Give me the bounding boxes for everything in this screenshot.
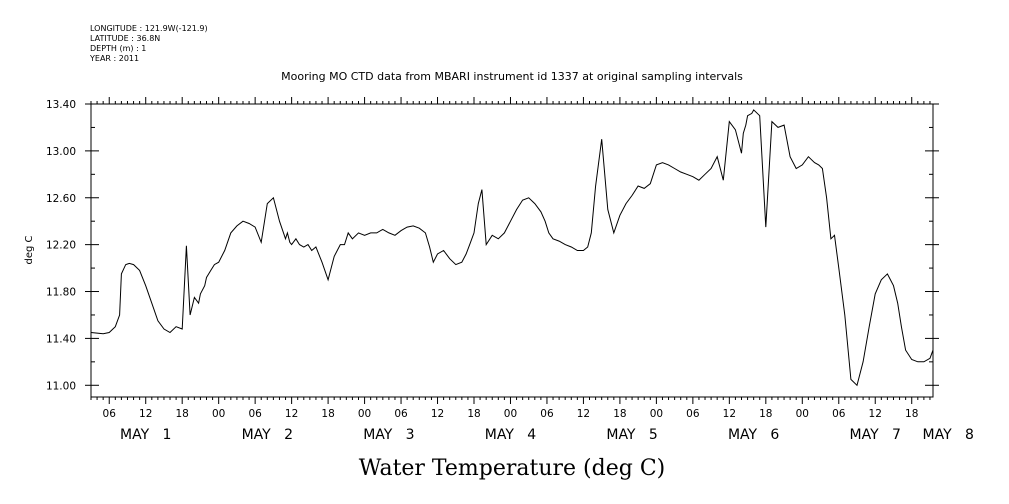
- y-axis: 11.00 11.40 11.80 12.20 12.60 13.00 13.40: [46, 99, 939, 392]
- x-tick-label: 00: [212, 408, 225, 420]
- x-tick-label: 00: [796, 408, 809, 420]
- latitude-label: LATITUDE : 36.8N: [90, 34, 160, 43]
- x-tick-label: 18: [759, 408, 772, 420]
- date-label: MAY 6: [728, 427, 779, 443]
- y-tick-label: 13.40: [46, 99, 76, 111]
- x-axis: 06 12 18 00 06 12 18 00 06 12 18 00 06 12 18 00 06 12 18 00…: [90, 97, 931, 420]
- date-label: MAY 4: [485, 427, 536, 443]
- date-label: MAY 1: [120, 427, 171, 443]
- temperature-series-line: [90, 109, 934, 387]
- x-tick-label: 00: [504, 408, 517, 420]
- y-axis-label: deg C: [24, 235, 35, 264]
- y-tick-label: 12.20: [46, 240, 76, 252]
- plot-frame: [90, 103, 934, 398]
- y-tick-label: 11.00: [46, 380, 76, 392]
- longitude-label: LONGITUDE : 121.9W(-121.9): [90, 24, 208, 33]
- x-axis-title: Water Temperature (deg C): [359, 456, 666, 481]
- y-tick-label: 12.60: [46, 193, 76, 205]
- x-tick-label: 06: [832, 408, 846, 420]
- x-tick-label: 12: [285, 408, 298, 420]
- date-label: MAY 3: [363, 427, 414, 443]
- year-label: YEAR : 2011: [89, 54, 139, 63]
- y-tick-label: 13.00: [46, 146, 76, 158]
- x-tick-label: 00: [650, 408, 663, 420]
- date-label: MAY 2: [242, 427, 293, 443]
- y-tick-label: 11.80: [46, 287, 76, 299]
- x-tick-label: 12: [723, 408, 736, 420]
- x-tick-label: 12: [431, 408, 444, 420]
- x-tick-label: 12: [577, 408, 590, 420]
- x-tick-label: 18: [321, 408, 334, 420]
- y-tick-label: 11.40: [46, 333, 76, 345]
- x-tick-label: 18: [613, 408, 626, 420]
- x-tick-label: 06: [686, 408, 700, 420]
- x-tick-label: 06: [248, 408, 262, 420]
- x-tick-label: 06: [540, 408, 554, 420]
- x-tick-label: 06: [103, 408, 117, 420]
- date-label: MAY 7: [850, 427, 901, 443]
- depth-label: DEPTH (m) : 1: [90, 44, 146, 53]
- x-tick-label: 12: [139, 408, 152, 420]
- x-tick-label: 18: [176, 408, 189, 420]
- station-metadata: LONGITUDE : 121.9W(-121.9) LATITUDE : 36…: [89, 24, 208, 63]
- chart-title: Mooring MO CTD data from MBARI instrumen…: [281, 70, 743, 83]
- x-tick-label: 06: [394, 408, 408, 420]
- x-tick-label: 00: [358, 408, 371, 420]
- date-label: MAY 8: [923, 427, 974, 443]
- date-label: MAY 5: [606, 427, 657, 443]
- x-tick-label: 18: [905, 408, 918, 420]
- x-tick-label: 18: [467, 408, 480, 420]
- x-tick-label: 12: [869, 408, 882, 420]
- date-labels: MAY 1 MAY 2 MAY 3 MAY 4 MAY 5 MAY 6 MAY 7 MAY 8: [120, 427, 974, 443]
